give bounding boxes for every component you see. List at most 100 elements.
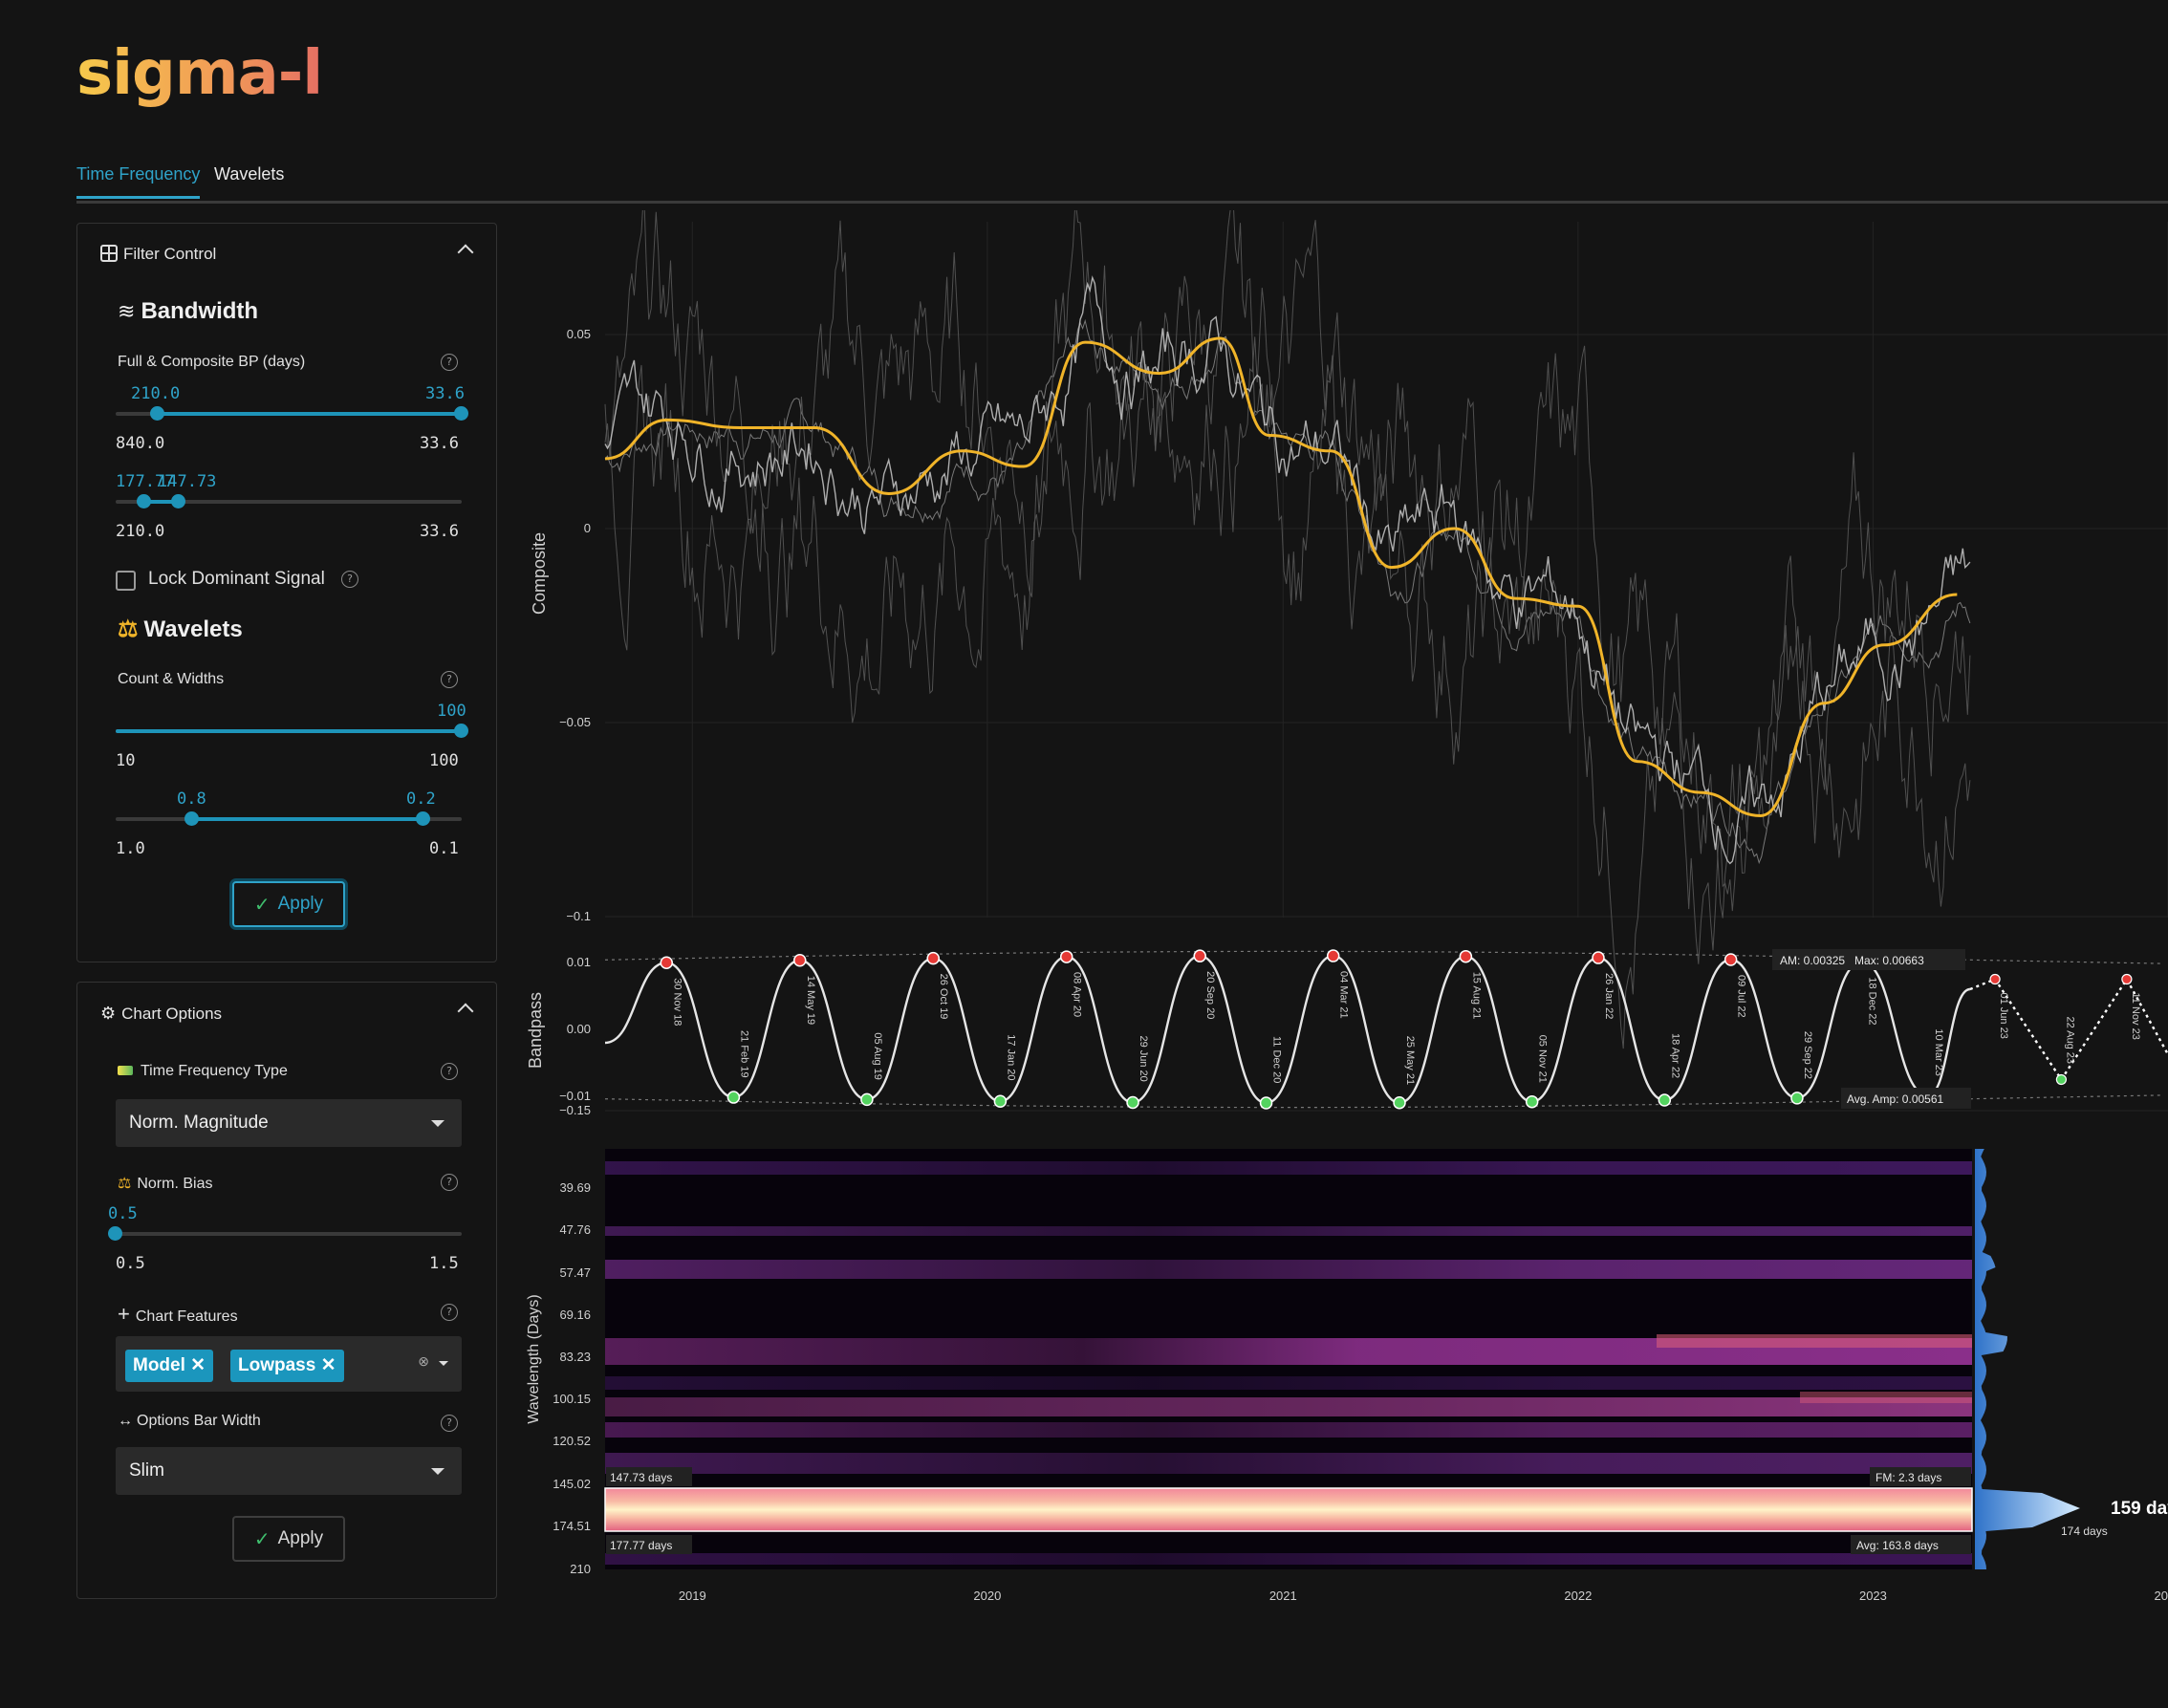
collapse-chevron-icon[interactable] <box>457 1003 474 1020</box>
wavelets-section: ⚖ Wavelets <box>118 616 243 643</box>
plus-icon: + <box>118 1302 130 1326</box>
peak-date-label: 09 Jul 22 <box>1736 975 1747 1018</box>
widths-slider-max: 0.1 <box>429 839 459 858</box>
am-value: AM: 0.00325 <box>1780 954 1845 967</box>
chart-features-multiselect[interactable]: Model ✕ Lowpass ✕ ⊗ <box>116 1336 462 1392</box>
help-icon[interactable]: ? <box>441 1174 458 1191</box>
waves-icon: ≋ <box>118 299 136 323</box>
x-tick-label: 2019 <box>679 1589 706 1603</box>
trough-marker <box>860 1092 874 1107</box>
chart-options-apply-button[interactable]: ✓ Apply <box>232 1516 345 1562</box>
bp-slider1-max: 33.6 <box>420 434 459 453</box>
y-tick-label: −0.05 <box>559 715 591 729</box>
chart-options-apply-label: Apply <box>277 1528 324 1548</box>
widths-slider-left-handle[interactable] <box>184 811 199 826</box>
y-tick-label: 57.47 <box>559 1265 591 1280</box>
composite-chart[interactable]: 0.150.10.050−0.05−0.1−0.15 Composite <box>530 210 2168 1117</box>
trough-date-label: 21 Feb 19 <box>738 1030 749 1078</box>
bias-slider-track[interactable] <box>116 1232 462 1236</box>
avg-amp-value: Avg. Amp: 0.00561 <box>1847 1092 1944 1106</box>
charts-area[interactable]: 0.150.10.050−0.05−0.1−0.15 Composite 0.0… <box>516 210 2168 1625</box>
trough-date-label: 25 May 21 <box>1404 1036 1416 1085</box>
y-tick-label: −0.01 <box>559 1089 591 1103</box>
tf-type-select[interactable]: Norm. Magnitude <box>116 1099 462 1147</box>
projected-peak-marker <box>1989 973 2001 985</box>
widths-slider-right-handle[interactable] <box>416 811 430 826</box>
heatmap-band <box>605 1422 1972 1438</box>
projected-trough-marker <box>2055 1073 2068 1086</box>
count-slider-value: 100 <box>437 702 466 721</box>
y-tick-label: 39.69 <box>559 1180 591 1195</box>
peak-marker <box>1459 949 1473 963</box>
model-line <box>604 336 1958 817</box>
filter-apply-button[interactable]: ✓ Apply <box>232 881 345 927</box>
close-icon[interactable]: ✕ <box>190 1355 206 1375</box>
wavelet-heatmap[interactable]: 39.69 47.76 57.47 69.16 83.23 100.15 120.52 145… <box>526 1149 2168 1603</box>
bp-slider2-right-handle[interactable] <box>171 494 185 508</box>
lock-dominant-checkbox[interactable] <box>116 571 136 591</box>
bp-slider2-fill <box>144 500 179 504</box>
peak-label: 159 days <box>2111 1499 2168 1519</box>
y-tick-label: 174.51 <box>553 1519 591 1533</box>
y-tick-label: 0.05 <box>567 327 591 341</box>
bias-slider-min: 0.5 <box>116 1254 145 1273</box>
y-tick-label: 83.23 <box>559 1350 591 1364</box>
filter-control-panel: Filter Control ≋ Bandwidth Full & Composi… <box>76 223 497 962</box>
bp-slider2-max: 33.6 <box>420 522 459 541</box>
help-icon[interactable]: ? <box>341 571 358 588</box>
help-icon[interactable]: ? <box>441 354 458 371</box>
bar-width-select[interactable]: Slim <box>116 1447 462 1495</box>
tab-time-frequency[interactable]: Time Frequency <box>76 164 201 199</box>
bandpass-chart[interactable]: 0.01 0.00 −0.01 Bandpass 30 Nov 18 21 Feb 1… <box>526 949 2168 1110</box>
bias-slider-handle[interactable] <box>108 1226 122 1241</box>
bp-slider2-left-handle[interactable] <box>137 494 151 508</box>
peak-marker <box>1592 951 1605 964</box>
help-icon[interactable]: ? <box>441 671 458 688</box>
peak-marker <box>1724 953 1738 966</box>
collapse-chevron-icon[interactable] <box>457 244 474 261</box>
y-tick-label: 210 <box>570 1562 591 1576</box>
bar-width-label-text: Options Bar Width <box>137 1413 261 1429</box>
peak-marker <box>1059 950 1073 963</box>
avg-amp-annotation: Avg. Amp: 0.00561 <box>1841 1088 1971 1109</box>
trough-marker <box>1790 1092 1804 1105</box>
band-top-annotation: 147.73 days <box>606 1467 692 1486</box>
filter-control-header[interactable]: Filter Control <box>100 245 216 264</box>
feature-chip-lowpass[interactable]: Lowpass ✕ <box>230 1350 344 1382</box>
help-icon[interactable]: ? <box>441 1415 458 1432</box>
y-tick-label: 47.76 <box>559 1222 591 1237</box>
widths-slider-fill <box>192 817 423 821</box>
peak-date-label: 14 May 19 <box>805 976 816 1025</box>
help-icon[interactable]: ? <box>441 1063 458 1080</box>
tf-type-label: Time Frequency Type <box>118 1063 288 1080</box>
y-tick-label: 100.15 <box>553 1392 591 1406</box>
bp-slider2-left-value: 177.77 <box>116 472 175 491</box>
bp-slider1-right-handle[interactable] <box>454 406 468 421</box>
filter-grid-icon <box>100 245 118 262</box>
caret-down-icon[interactable] <box>439 1361 448 1366</box>
trough-date-label: 05 Nov 21 <box>1537 1035 1549 1083</box>
peak-date-label: 26 Jan 22 <box>1603 973 1615 1019</box>
projection-date-label: 01 Jun 23 <box>1998 993 2009 1039</box>
clear-icon[interactable]: ⊗ <box>418 1353 429 1369</box>
y-tick-label: 0 <box>584 521 591 535</box>
filter-control-title: Filter Control <box>123 245 217 263</box>
tab-wavelets[interactable]: Wavelets <box>214 164 285 184</box>
chart-options-header[interactable]: ⚙ Chart Options <box>100 1004 222 1024</box>
trough-date-label: 05 Aug 19 <box>872 1032 883 1080</box>
bp-slider1-left-handle[interactable] <box>150 406 164 421</box>
help-icon[interactable]: ? <box>441 1304 458 1321</box>
bp-slider2-track[interactable] <box>116 500 462 504</box>
bar-width-label: ↔ Options Bar Width <box>118 1413 261 1430</box>
composite-y-ticks: 0.150.10.050−0.05−0.1−0.15 <box>559 327 591 1117</box>
close-icon[interactable]: ✕ <box>320 1355 336 1375</box>
feature-chip-model[interactable]: Model ✕ <box>125 1350 214 1382</box>
peak-date-label: 04 Mar 21 <box>1338 971 1350 1019</box>
caret-down-icon <box>431 1468 444 1475</box>
check-icon: ✓ <box>253 1528 271 1550</box>
count-slider-handle[interactable] <box>454 724 468 738</box>
check-icon: ✓ <box>253 894 271 916</box>
trough-date-label: 10 Mar 23 <box>1933 1028 1944 1076</box>
peak-marker <box>1193 949 1206 962</box>
